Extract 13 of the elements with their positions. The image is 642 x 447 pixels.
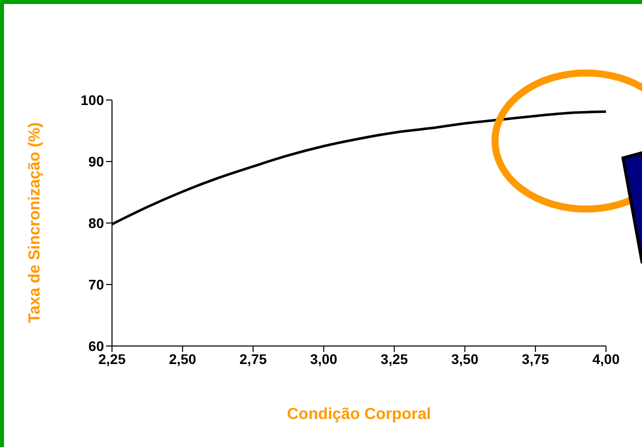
y-tick-label: 70 [88,276,104,292]
x-tick-label: 4,00 [592,350,620,367]
x-tick-label: 3,00 [310,350,338,367]
x-tick-label: 2,50 [168,350,196,367]
y-tick-label: 100 [80,92,104,108]
x-axis-title: Condição Corporal [286,406,432,423]
x-tick-label: 3,25 [380,350,408,367]
x-tick-label: 2,75 [240,350,267,367]
y-tick-label: 90 [88,153,104,170]
x-tick-label: 3,50 [451,350,479,367]
y-axis-title: Taxa de Sincronização (%) [26,122,44,323]
x-tick-label: 3,75 [522,350,550,367]
y-tick-label: 80 [88,214,104,231]
